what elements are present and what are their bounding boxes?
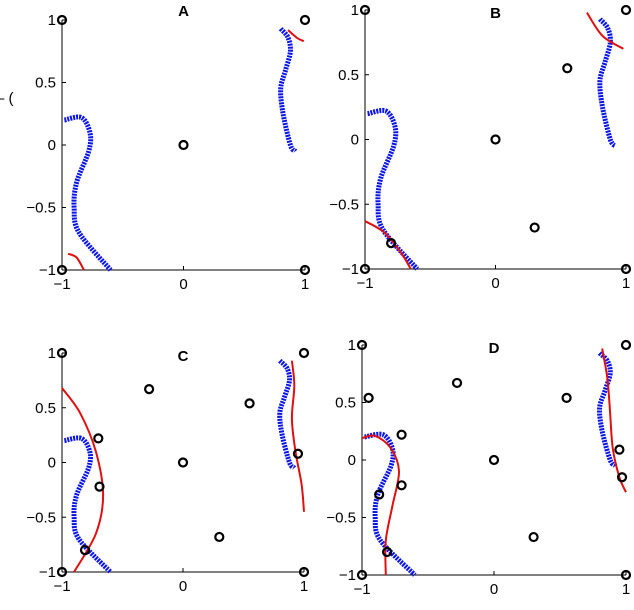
y-tick-label: 1 bbox=[48, 12, 56, 29]
data-point bbox=[562, 63, 573, 74]
x-tick-label: −1 bbox=[353, 581, 370, 598]
y-tick-label: 0.5 bbox=[338, 67, 359, 84]
y-tick-label: −0.5 bbox=[26, 200, 56, 217]
panel-a: −1 −0.5 0 0.5 1 −1 0 1 A bbox=[26, 3, 311, 293]
data-point bbox=[359, 263, 371, 275]
y-tick-label: 0 bbox=[48, 455, 56, 472]
data-point bbox=[620, 569, 632, 581]
panels: −1 −0.5 0 0.5 1 −1 0 1 A −1 −0.5 0 0.5 1 −1 0 1 B −1 −0.5 0 0… bbox=[26, 2, 632, 598]
data-point bbox=[620, 263, 632, 275]
data-point bbox=[244, 398, 255, 409]
y-tick-label: 1 bbox=[351, 2, 359, 19]
y-tick-label: −1 bbox=[339, 567, 356, 584]
estimate-curve bbox=[364, 220, 412, 270]
data-point bbox=[356, 569, 368, 581]
data-point bbox=[356, 339, 368, 351]
data-point bbox=[94, 481, 105, 492]
x-tick-label: 0 bbox=[491, 275, 499, 292]
y-tick-label: 0 bbox=[351, 132, 359, 149]
y-tick-label: −1 bbox=[342, 261, 359, 278]
y-tick-label: 0.5 bbox=[335, 395, 356, 412]
y-tick-label: −1 bbox=[39, 564, 56, 581]
data-point bbox=[56, 347, 68, 359]
y-tick-label: −0.5 bbox=[329, 196, 359, 213]
x-tick-label: 1 bbox=[301, 276, 309, 293]
data-point bbox=[396, 429, 407, 440]
estimate-curve bbox=[287, 29, 305, 43]
target-curve bbox=[277, 358, 297, 471]
data-point bbox=[490, 134, 501, 145]
data-point bbox=[177, 457, 189, 468]
x-tick-label: −1 bbox=[356, 275, 373, 292]
panel-title: D bbox=[489, 340, 500, 357]
data-point bbox=[292, 448, 304, 459]
x-tick-label: 1 bbox=[300, 578, 308, 595]
y-tick-label: 1 bbox=[348, 337, 356, 354]
data-point bbox=[614, 444, 625, 455]
data-point bbox=[620, 339, 632, 351]
data-point bbox=[396, 480, 407, 491]
y-tick-label: 0.5 bbox=[35, 75, 56, 92]
panel-title: C bbox=[178, 348, 189, 365]
estimate-curve bbox=[61, 387, 105, 573]
data-point bbox=[214, 531, 225, 543]
x-tick-label: −1 bbox=[53, 276, 70, 293]
data-point bbox=[359, 4, 371, 16]
data-point bbox=[363, 392, 374, 403]
data-point bbox=[488, 454, 500, 466]
y-tick-label: −0.5 bbox=[26, 509, 56, 526]
data-point bbox=[178, 139, 189, 151]
y-tick-label: 0.5 bbox=[35, 400, 56, 417]
x-tick-label: 0 bbox=[179, 276, 187, 293]
estimate-curve bbox=[290, 360, 305, 512]
estimate-curve bbox=[601, 348, 627, 493]
y-tick-label: −1 bbox=[39, 262, 56, 279]
target-curve bbox=[63, 435, 113, 574]
y-tick-label: 0 bbox=[48, 137, 56, 154]
y-tick-label: 0 bbox=[348, 452, 356, 469]
data-point bbox=[144, 384, 155, 395]
x-tick-label: 1 bbox=[622, 275, 630, 292]
x-tick-label: 0 bbox=[490, 581, 498, 598]
target-curve bbox=[597, 17, 618, 148]
panel-title: A bbox=[178, 3, 189, 20]
data-point bbox=[620, 4, 632, 16]
target-curve bbox=[597, 351, 618, 468]
data-point bbox=[56, 264, 68, 276]
x-tick-label: −1 bbox=[53, 578, 70, 595]
data-point bbox=[561, 392, 572, 403]
data-point bbox=[529, 222, 540, 233]
data-point bbox=[299, 264, 311, 276]
data-point bbox=[381, 546, 393, 558]
panel-c: −1 −0.5 0 0.5 1 −1 0 1 C bbox=[26, 345, 310, 595]
data-point bbox=[298, 347, 310, 359]
panel-b: −1 −0.5 0 0.5 1 −1 0 1 B bbox=[329, 2, 632, 292]
x-tick-label: 1 bbox=[622, 581, 630, 598]
estimate-curve bbox=[586, 12, 624, 50]
data-point bbox=[386, 238, 397, 249]
panel-title: B bbox=[490, 5, 501, 22]
y-tick-label: 1 bbox=[48, 345, 56, 362]
target-curve bbox=[367, 107, 420, 271]
y-tick-label: −0.5 bbox=[326, 510, 356, 527]
data-point bbox=[299, 14, 311, 26]
data-point bbox=[56, 14, 68, 26]
data-point bbox=[374, 489, 385, 500]
estimate-curve bbox=[67, 252, 85, 271]
target-curve bbox=[278, 27, 298, 154]
data-point bbox=[298, 566, 310, 578]
data-point bbox=[451, 377, 463, 389]
clipped-edge-text: – ( bbox=[0, 90, 14, 107]
x-tick-label: 0 bbox=[179, 578, 187, 595]
estimate-curve bbox=[361, 434, 401, 576]
data-point bbox=[56, 566, 68, 578]
target-curve bbox=[63, 114, 113, 272]
target-curve bbox=[364, 431, 417, 577]
data-point bbox=[79, 544, 91, 556]
data-point bbox=[93, 433, 104, 444]
data-point bbox=[528, 531, 539, 543]
panel-d: −1 −0.5 0 0.5 1 −1 0 1 D bbox=[326, 337, 632, 598]
data-point bbox=[616, 472, 628, 483]
